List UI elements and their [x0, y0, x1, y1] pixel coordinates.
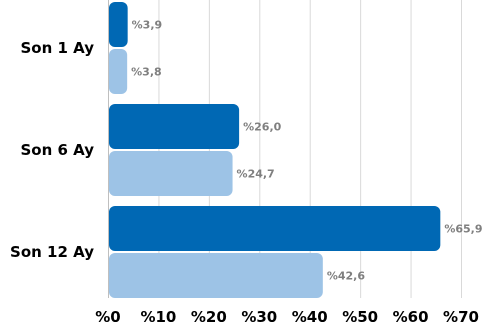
- data-label: %42,6: [327, 270, 366, 283]
- data-label: %3,8: [131, 66, 162, 79]
- x-tick-label: %10: [140, 308, 176, 326]
- category-labels: Son 1 Ay Son 6 Ay Son 12 Ay: [10, 39, 94, 261]
- x-tick-label: %20: [191, 308, 227, 326]
- data-label: %26,0: [243, 121, 282, 134]
- x-tick-label: %60: [393, 308, 429, 326]
- bar: [109, 104, 240, 149]
- data-labels: %3,9 %3,8 %26,0 %24,7 %65,9 %42,6: [131, 19, 482, 283]
- bar: [109, 49, 128, 94]
- x-tick-label: %0: [95, 308, 120, 326]
- bars: [109, 2, 441, 298]
- bar: [109, 2, 128, 47]
- data-label: %65,9: [444, 223, 482, 236]
- bar: [109, 253, 323, 298]
- category-label: Son 12 Ay: [10, 243, 94, 261]
- bar: [109, 151, 233, 196]
- category-label: Son 6 Ay: [20, 141, 94, 159]
- bar: [109, 206, 441, 251]
- data-label: %3,9: [132, 19, 163, 32]
- category-label: Son 1 Ay: [20, 39, 94, 57]
- x-tick-labels: %0 %10 %20 %30 %40 %50 %60 %70: [95, 308, 479, 326]
- x-tick-label: %70: [443, 308, 479, 326]
- x-tick-label: %30: [241, 308, 277, 326]
- x-tick-label: %50: [342, 308, 378, 326]
- x-tick-label: %40: [292, 308, 328, 326]
- data-label: %24,7: [237, 168, 275, 181]
